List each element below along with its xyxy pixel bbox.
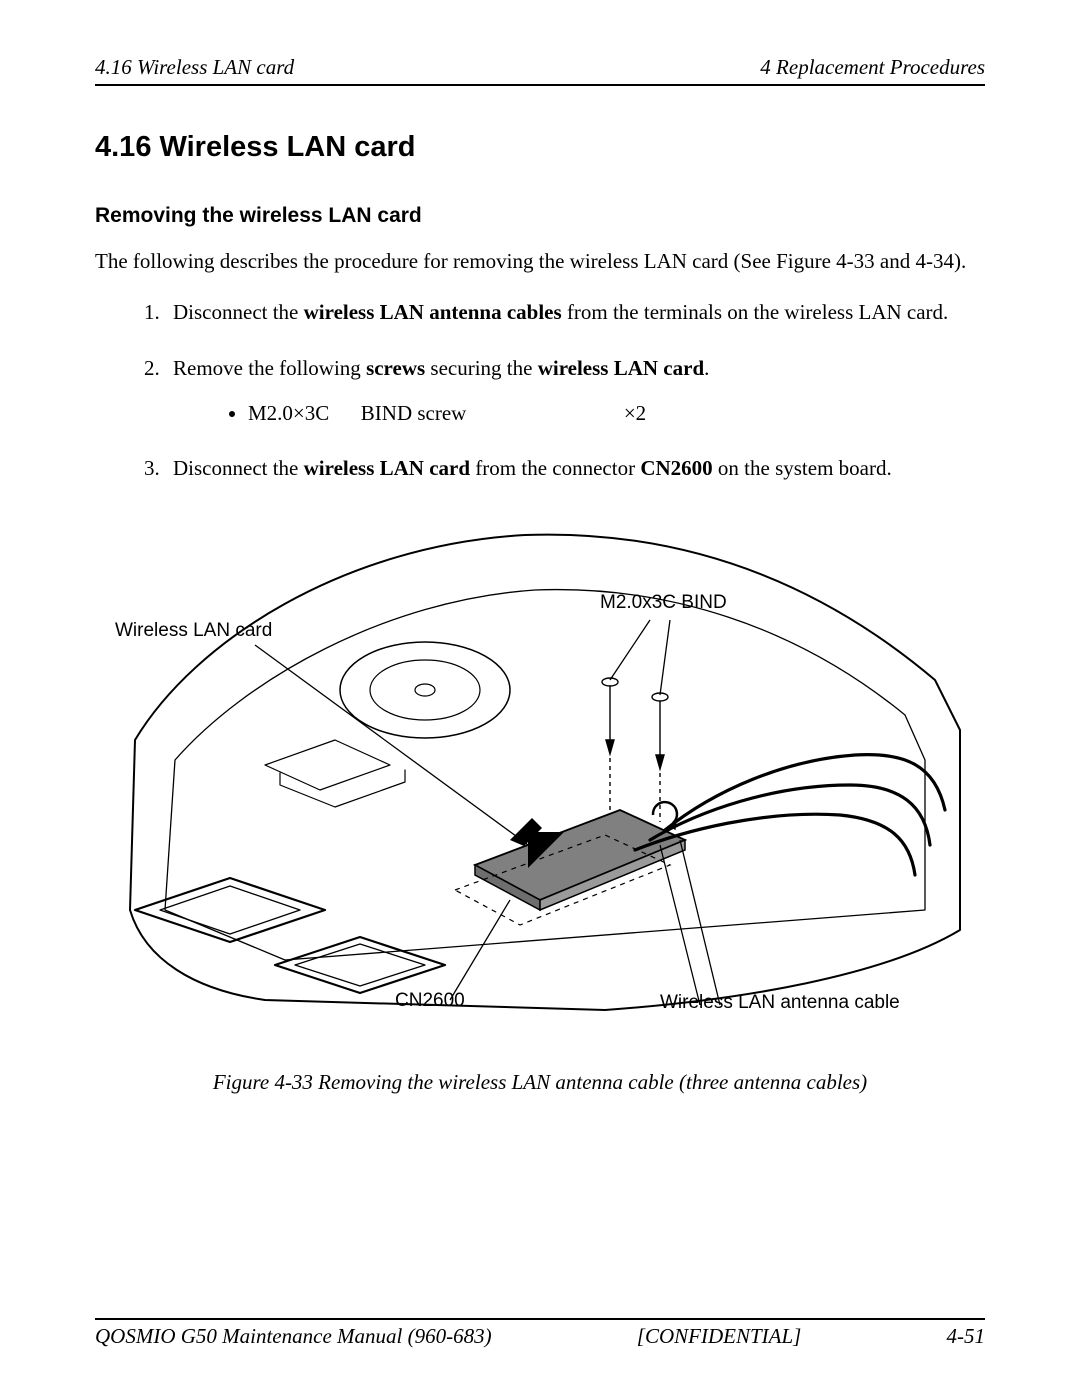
header-right: 4 Replacement Procedures bbox=[760, 55, 985, 80]
screw-spec-line: M2.0×3C BIND screw ×2 bbox=[248, 400, 985, 427]
step1-part-b: wireless LAN antenna cables bbox=[304, 300, 562, 324]
step2-part-c: securing the bbox=[425, 356, 538, 380]
subsection-title: Removing the wireless LAN card bbox=[95, 204, 985, 228]
label-antenna: Wireless LAN antenna cable bbox=[660, 992, 900, 1014]
label-connector: CN2600 bbox=[395, 990, 465, 1012]
screw-spec: M2.0×3C bbox=[248, 401, 329, 425]
figure-wrap: Wireless LAN card M2.0x3C BIND CN2600 Wi… bbox=[95, 510, 985, 1095]
section-title: 4.16 Wireless LAN card bbox=[95, 131, 985, 164]
step3-part-d: CN2600 bbox=[640, 456, 712, 480]
step2-part-d: wireless LAN card bbox=[538, 356, 704, 380]
screw-type: BIND screw bbox=[361, 401, 467, 425]
screw-bullet-list: M2.0×3C BIND screw ×2 bbox=[173, 400, 985, 427]
header-left: 4.16 Wireless LAN card bbox=[95, 55, 294, 80]
step2-part-b: screws bbox=[366, 356, 425, 380]
procedure-list: Disconnect the wireless LAN antenna cabl… bbox=[95, 299, 985, 482]
screw-qty: ×2 bbox=[624, 401, 646, 425]
step3-part-b: wireless LAN card bbox=[304, 456, 470, 480]
label-wlan-card: Wireless LAN card bbox=[115, 620, 272, 642]
page: 4.16 Wireless LAN card 4 Replacement Pro… bbox=[0, 0, 1080, 1397]
step2-part-a: Remove the following bbox=[173, 356, 366, 380]
technical-diagram: Wireless LAN card M2.0x3C BIND CN2600 Wi… bbox=[105, 510, 975, 1040]
label-screw: M2.0x3C BIND bbox=[600, 592, 727, 614]
diagram-svg bbox=[105, 510, 975, 1040]
step1-part-c: from the terminals on the wireless LAN c… bbox=[562, 300, 949, 324]
step1-part-a: Disconnect the bbox=[173, 300, 304, 324]
figure-caption: Figure 4-33 Removing the wireless LAN an… bbox=[95, 1070, 985, 1095]
page-header: 4.16 Wireless LAN card 4 Replacement Pro… bbox=[95, 55, 985, 86]
step2-part-e: . bbox=[704, 356, 709, 380]
step-1: Disconnect the wireless LAN antenna cabl… bbox=[165, 299, 985, 326]
footer-right: 4-51 bbox=[947, 1324, 986, 1349]
page-footer: QOSMIO G50 Maintenance Manual (960-683) … bbox=[95, 1318, 985, 1349]
step3-part-a: Disconnect the bbox=[173, 456, 304, 480]
footer-center: [CONFIDENTIAL] bbox=[637, 1324, 802, 1349]
step3-part-c: from the connector bbox=[470, 456, 640, 480]
step-2: Remove the following screws securing the… bbox=[165, 355, 985, 428]
step3-part-e: on the system board. bbox=[713, 456, 892, 480]
intro-paragraph: The following describes the procedure fo… bbox=[95, 248, 985, 274]
step-3: Disconnect the wireless LAN card from th… bbox=[165, 455, 985, 482]
footer-left: QOSMIO G50 Maintenance Manual (960-683) bbox=[95, 1324, 492, 1349]
